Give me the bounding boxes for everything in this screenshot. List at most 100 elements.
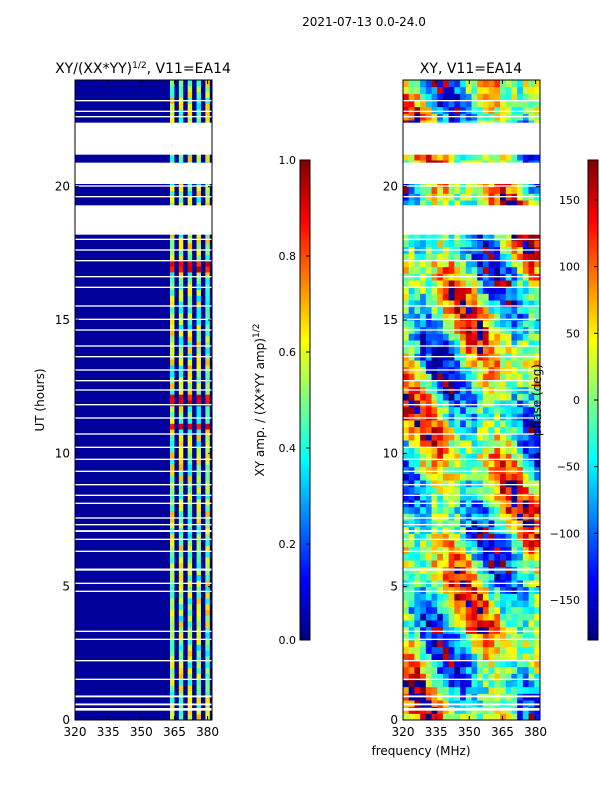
phase-colorbar-tick-label: 0	[573, 394, 580, 407]
amp-cell	[196, 237, 201, 244]
amp-cell	[170, 330, 175, 337]
phase-cell	[431, 93, 438, 101]
phase-cell	[517, 660, 524, 668]
phase-cell	[477, 106, 484, 114]
phase-cell	[528, 660, 535, 668]
phase-cell	[403, 453, 410, 461]
phase-cell	[471, 253, 478, 261]
phase-cell	[465, 266, 472, 274]
phase-cell	[522, 320, 530, 328]
phase-cell	[403, 493, 410, 501]
phase-cell	[442, 480, 450, 488]
phase-cell	[448, 360, 455, 368]
phase-cell	[425, 306, 433, 314]
amp-cell	[205, 301, 210, 308]
amp-cell	[170, 464, 175, 471]
phase-cell	[408, 713, 415, 720]
amp-cell	[187, 644, 193, 651]
phase-cell	[477, 626, 484, 634]
amp-cell	[170, 574, 175, 581]
phase-cell	[505, 426, 512, 434]
phase-cell	[460, 686, 467, 694]
amp-cell	[187, 237, 193, 244]
phase-flagged-row	[403, 286, 540, 288]
phase-cell	[437, 280, 444, 288]
phase-cell	[460, 313, 467, 321]
phase-cell	[454, 333, 461, 341]
phase-cell	[437, 486, 444, 494]
phase-cell	[528, 426, 535, 434]
phase-cell	[420, 600, 427, 608]
amp-flagged-row	[75, 470, 212, 472]
phase-cell	[488, 373, 495, 381]
phase-cell	[465, 486, 472, 494]
phase-cell	[488, 613, 495, 621]
phase-flagged-row	[403, 122, 540, 155]
phase-cell	[534, 546, 540, 554]
phase-cell	[403, 513, 410, 521]
amp-cell	[187, 306, 193, 314]
phase-cell	[528, 453, 535, 461]
phase-colorbar-tick-label: −100	[550, 527, 580, 540]
phase-cell	[522, 506, 530, 514]
amp-cell	[178, 85, 184, 93]
amp-cell	[196, 597, 201, 605]
phase-cell	[431, 373, 438, 381]
phase-cell	[403, 106, 410, 114]
phase-cell	[408, 540, 415, 548]
phase-cell	[437, 633, 444, 641]
amp-cell	[196, 464, 201, 471]
phase-cell	[528, 593, 535, 601]
amp-cell	[187, 382, 193, 389]
amp-cell	[178, 475, 184, 482]
phase-cell	[494, 233, 501, 241]
phase-cell	[488, 546, 495, 554]
phase-cell	[408, 533, 415, 541]
phase-cell	[408, 653, 415, 661]
phase-cell	[465, 373, 472, 381]
phase-cell	[437, 333, 444, 341]
amp-cell	[187, 568, 193, 576]
phase-cell	[454, 673, 461, 681]
amp-cell	[196, 679, 201, 686]
phase-cell	[534, 86, 540, 94]
phase-cell	[528, 346, 535, 354]
phase-cell	[477, 653, 484, 661]
amp-cell	[196, 365, 201, 372]
amp-cell	[205, 638, 210, 645]
amp-cell	[187, 493, 193, 500]
phase-cell	[511, 380, 518, 388]
phase-cell	[500, 686, 507, 694]
phase-cell	[460, 446, 467, 454]
phase-cell	[500, 93, 507, 101]
phase-cell	[482, 533, 490, 541]
phase-cell	[403, 200, 410, 208]
phase-cell	[408, 93, 415, 101]
phase-cell	[408, 493, 415, 501]
phase-cell	[517, 280, 524, 288]
phase-cell	[471, 406, 478, 414]
phase-cell	[414, 340, 421, 348]
phase-cell	[488, 686, 495, 694]
amp-cell	[178, 114, 184, 122]
amp-flagged-row	[75, 494, 212, 496]
phase-cell	[431, 613, 438, 621]
phase-cell	[460, 466, 467, 474]
phase-cell	[477, 513, 484, 521]
phase-cell	[500, 253, 507, 261]
phase-cell	[454, 680, 461, 688]
phase-cell	[403, 253, 410, 261]
amp-cell	[196, 609, 201, 616]
amp-cell	[178, 533, 184, 541]
phase-cell	[425, 480, 433, 488]
phase-cell	[414, 633, 421, 641]
amp-flagged-row	[75, 433, 212, 435]
amp-cell	[187, 341, 193, 349]
phase-cell	[477, 660, 484, 668]
phase-cell	[420, 653, 427, 661]
phase-cell	[442, 260, 450, 268]
phase-cell	[408, 433, 415, 441]
phase-cell	[431, 686, 438, 694]
phase-flagged-row	[403, 458, 540, 460]
phase-cell	[517, 546, 524, 554]
